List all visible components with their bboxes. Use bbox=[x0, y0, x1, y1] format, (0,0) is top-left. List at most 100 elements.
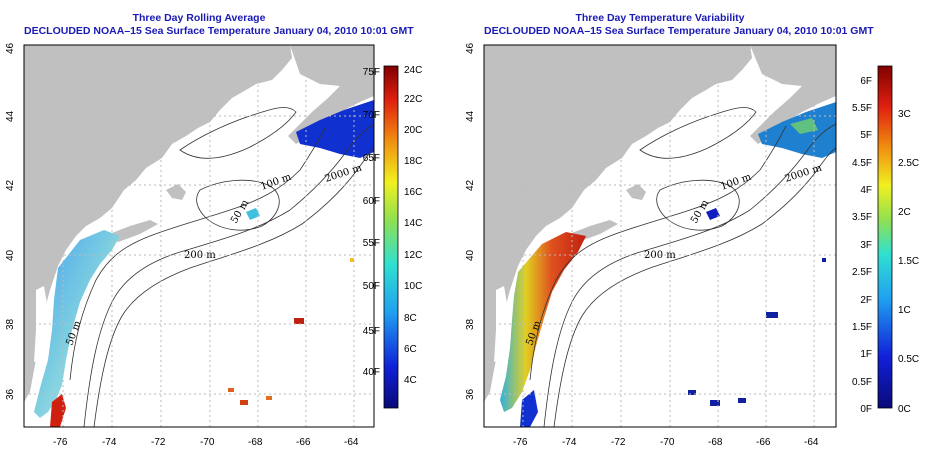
left-map-panel: 50 m 100 m 200 m 2000 m 50 m 36 38 40 42… bbox=[0, 40, 440, 470]
left-sst-warm-spot-3 bbox=[240, 400, 248, 405]
left-cb-f-50: 50F bbox=[363, 281, 380, 292]
left-map-title-line2: DECLOUDED NOAA–15 Sea Surface Temperatur… bbox=[24, 25, 414, 37]
right-lon-tick-76: -76 bbox=[513, 437, 528, 448]
right-lon-tick-66: -66 bbox=[756, 437, 771, 448]
left-sst-warm-spot-5 bbox=[350, 258, 354, 262]
left-cb-c-16: 16C bbox=[404, 187, 422, 198]
right-lon-tick-70: -70 bbox=[660, 437, 675, 448]
right-cb-c-2-5: 2.5C bbox=[898, 158, 919, 169]
right-var-spot-2 bbox=[688, 390, 696, 395]
left-cb-c-14: 14C bbox=[404, 218, 422, 229]
left-contour-50m bbox=[69, 125, 327, 381]
left-colorbar bbox=[383, 65, 399, 409]
right-var-coastal-band bbox=[500, 232, 586, 412]
left-cb-c-20: 20C bbox=[404, 125, 422, 136]
right-var-blue-edge bbox=[520, 390, 538, 427]
left-cb-f-45: 45F bbox=[363, 326, 380, 337]
left-cb-f-75: 75F bbox=[363, 67, 380, 78]
right-colorbar-c-labels: 0C 0.5C 1C 1.5C 2C 2.5C 3C bbox=[898, 109, 919, 415]
left-cb-f-60: 60F bbox=[363, 196, 380, 207]
right-cb-f-2: 2F bbox=[860, 295, 872, 306]
left-land-mainland bbox=[24, 45, 292, 402]
right-map-title: Three Day Temperature Variability DECLOU… bbox=[484, 12, 874, 38]
right-cb-c-1-5: 1.5C bbox=[898, 256, 919, 267]
right-cb-f-0-5: 0.5F bbox=[852, 377, 872, 388]
right-cb-f-4-5: 4.5F bbox=[852, 158, 872, 169]
right-cb-c-0-5: 0.5C bbox=[898, 354, 919, 365]
right-contour-2000m bbox=[553, 147, 836, 427]
left-lat-tick-42: 42 bbox=[5, 179, 16, 191]
left-lat-tick-38: 38 bbox=[5, 318, 16, 330]
left-map-frame bbox=[23, 44, 375, 428]
left-lon-axis: -76 -74 -72 -70 -68 -66 -64 bbox=[53, 437, 359, 448]
left-lon-tick-68: -68 bbox=[248, 437, 263, 448]
right-cb-f-0: 0F bbox=[860, 404, 872, 415]
left-lat-tick-40: 40 bbox=[5, 249, 16, 261]
right-cb-f-1: 1F bbox=[860, 349, 872, 360]
right-lat-axis: 36 38 40 42 44 46 bbox=[465, 42, 476, 400]
left-lon-tick-70: -70 bbox=[200, 437, 215, 448]
right-contour-label-200m: 200 m bbox=[644, 250, 676, 261]
right-map-panel: 50 m 100 m 200 m 2000 m 50 m 36 38 40 42… bbox=[460, 40, 930, 470]
right-cb-c-2: 2C bbox=[898, 207, 911, 218]
left-sst-coastal-band bbox=[34, 230, 120, 418]
left-sst-small-patch bbox=[246, 208, 260, 220]
left-cb-f-65: 65F bbox=[363, 153, 380, 164]
right-cb-c-0: 0C bbox=[898, 404, 911, 415]
left-lon-tick-76: -76 bbox=[53, 437, 68, 448]
left-land-cape-cod bbox=[166, 184, 186, 200]
left-cb-c-4: 4C bbox=[404, 375, 417, 386]
right-lat-tick-36: 36 bbox=[465, 388, 476, 400]
right-lat-tick-40: 40 bbox=[465, 249, 476, 261]
right-var-spot-3 bbox=[710, 400, 720, 406]
right-cb-f-4: 4F bbox=[860, 185, 872, 196]
left-lat-tick-44: 44 bbox=[5, 110, 16, 122]
right-lat-tick-42: 42 bbox=[465, 179, 476, 191]
left-lat-tick-36: 36 bbox=[5, 388, 16, 400]
right-land-mainland bbox=[484, 45, 752, 402]
right-map-title-line2: DECLOUDED NOAA–15 Sea Surface Temperatur… bbox=[484, 25, 874, 37]
left-colorbar-c-labels: 4C 6C 8C 10C 12C 14C 16C 18C 20C 22C 24C bbox=[404, 65, 422, 386]
right-lat-tick-44: 44 bbox=[465, 110, 476, 122]
right-var-small-patch bbox=[706, 208, 720, 220]
right-cb-f-3-5: 3.5F bbox=[852, 212, 872, 223]
left-contour-200m bbox=[83, 123, 374, 427]
right-lon-tick-72: -72 bbox=[611, 437, 626, 448]
right-contour-gulf bbox=[639, 107, 757, 159]
left-contour-label-200m: 200 m bbox=[184, 250, 216, 261]
left-lon-tick-72: -72 bbox=[151, 437, 166, 448]
left-sst-cold-patch bbox=[296, 100, 374, 158]
left-cb-c-6: 6C bbox=[404, 344, 417, 355]
left-contour-2000m bbox=[93, 147, 374, 427]
left-lat-axis: 36 38 40 42 44 46 bbox=[5, 42, 16, 400]
right-var-ne-green bbox=[790, 118, 818, 134]
left-map-svg: 50 m 100 m 200 m 2000 m 50 m 36 38 40 42… bbox=[5, 42, 422, 448]
left-land-nova-scotia bbox=[288, 45, 374, 144]
left-lat-tick-46: 46 bbox=[5, 42, 16, 54]
left-cb-c-22: 22C bbox=[404, 94, 422, 105]
left-cb-f-40: 40F bbox=[363, 367, 380, 378]
right-map-title-line1: Three Day Temperature Variability bbox=[575, 12, 745, 24]
left-grid bbox=[24, 45, 374, 427]
right-cb-f-3: 3F bbox=[860, 240, 872, 251]
left-map-title-line1: Three Day Rolling Average bbox=[132, 12, 266, 24]
right-cb-f-5: 5F bbox=[860, 130, 872, 141]
right-cb-c-3: 3C bbox=[898, 109, 911, 120]
left-map-title: Three Day Rolling Average DECLOUDED NOAA… bbox=[24, 12, 414, 38]
left-lon-tick-74: -74 bbox=[102, 437, 117, 448]
left-contour-gulf bbox=[179, 107, 297, 159]
right-colorbar-f-labels: 0F 0.5F 1F 1.5F 2F 2.5F 3F 3.5F 4F 4.5F … bbox=[852, 76, 872, 415]
left-contour-georges bbox=[196, 179, 280, 231]
left-sst-warm-tip bbox=[50, 394, 66, 427]
right-lon-axis: -76 -74 -72 -70 -68 -66 -64 bbox=[513, 437, 819, 448]
right-lon-tick-74: -74 bbox=[562, 437, 577, 448]
right-contour-200m bbox=[543, 123, 836, 427]
right-contour-50m bbox=[529, 125, 787, 381]
left-cb-c-18: 18C bbox=[404, 156, 422, 167]
left-colorbar-f-labels: 40F 45F 50F 55F 60F 65F 70F 75F bbox=[363, 67, 380, 378]
left-sst-warm-spot-4 bbox=[266, 396, 272, 400]
right-var-spot-1 bbox=[766, 312, 778, 318]
left-cb-c-12: 12C bbox=[404, 250, 422, 261]
right-var-spot-4 bbox=[738, 398, 746, 403]
left-cb-c-24: 24C bbox=[404, 65, 422, 76]
